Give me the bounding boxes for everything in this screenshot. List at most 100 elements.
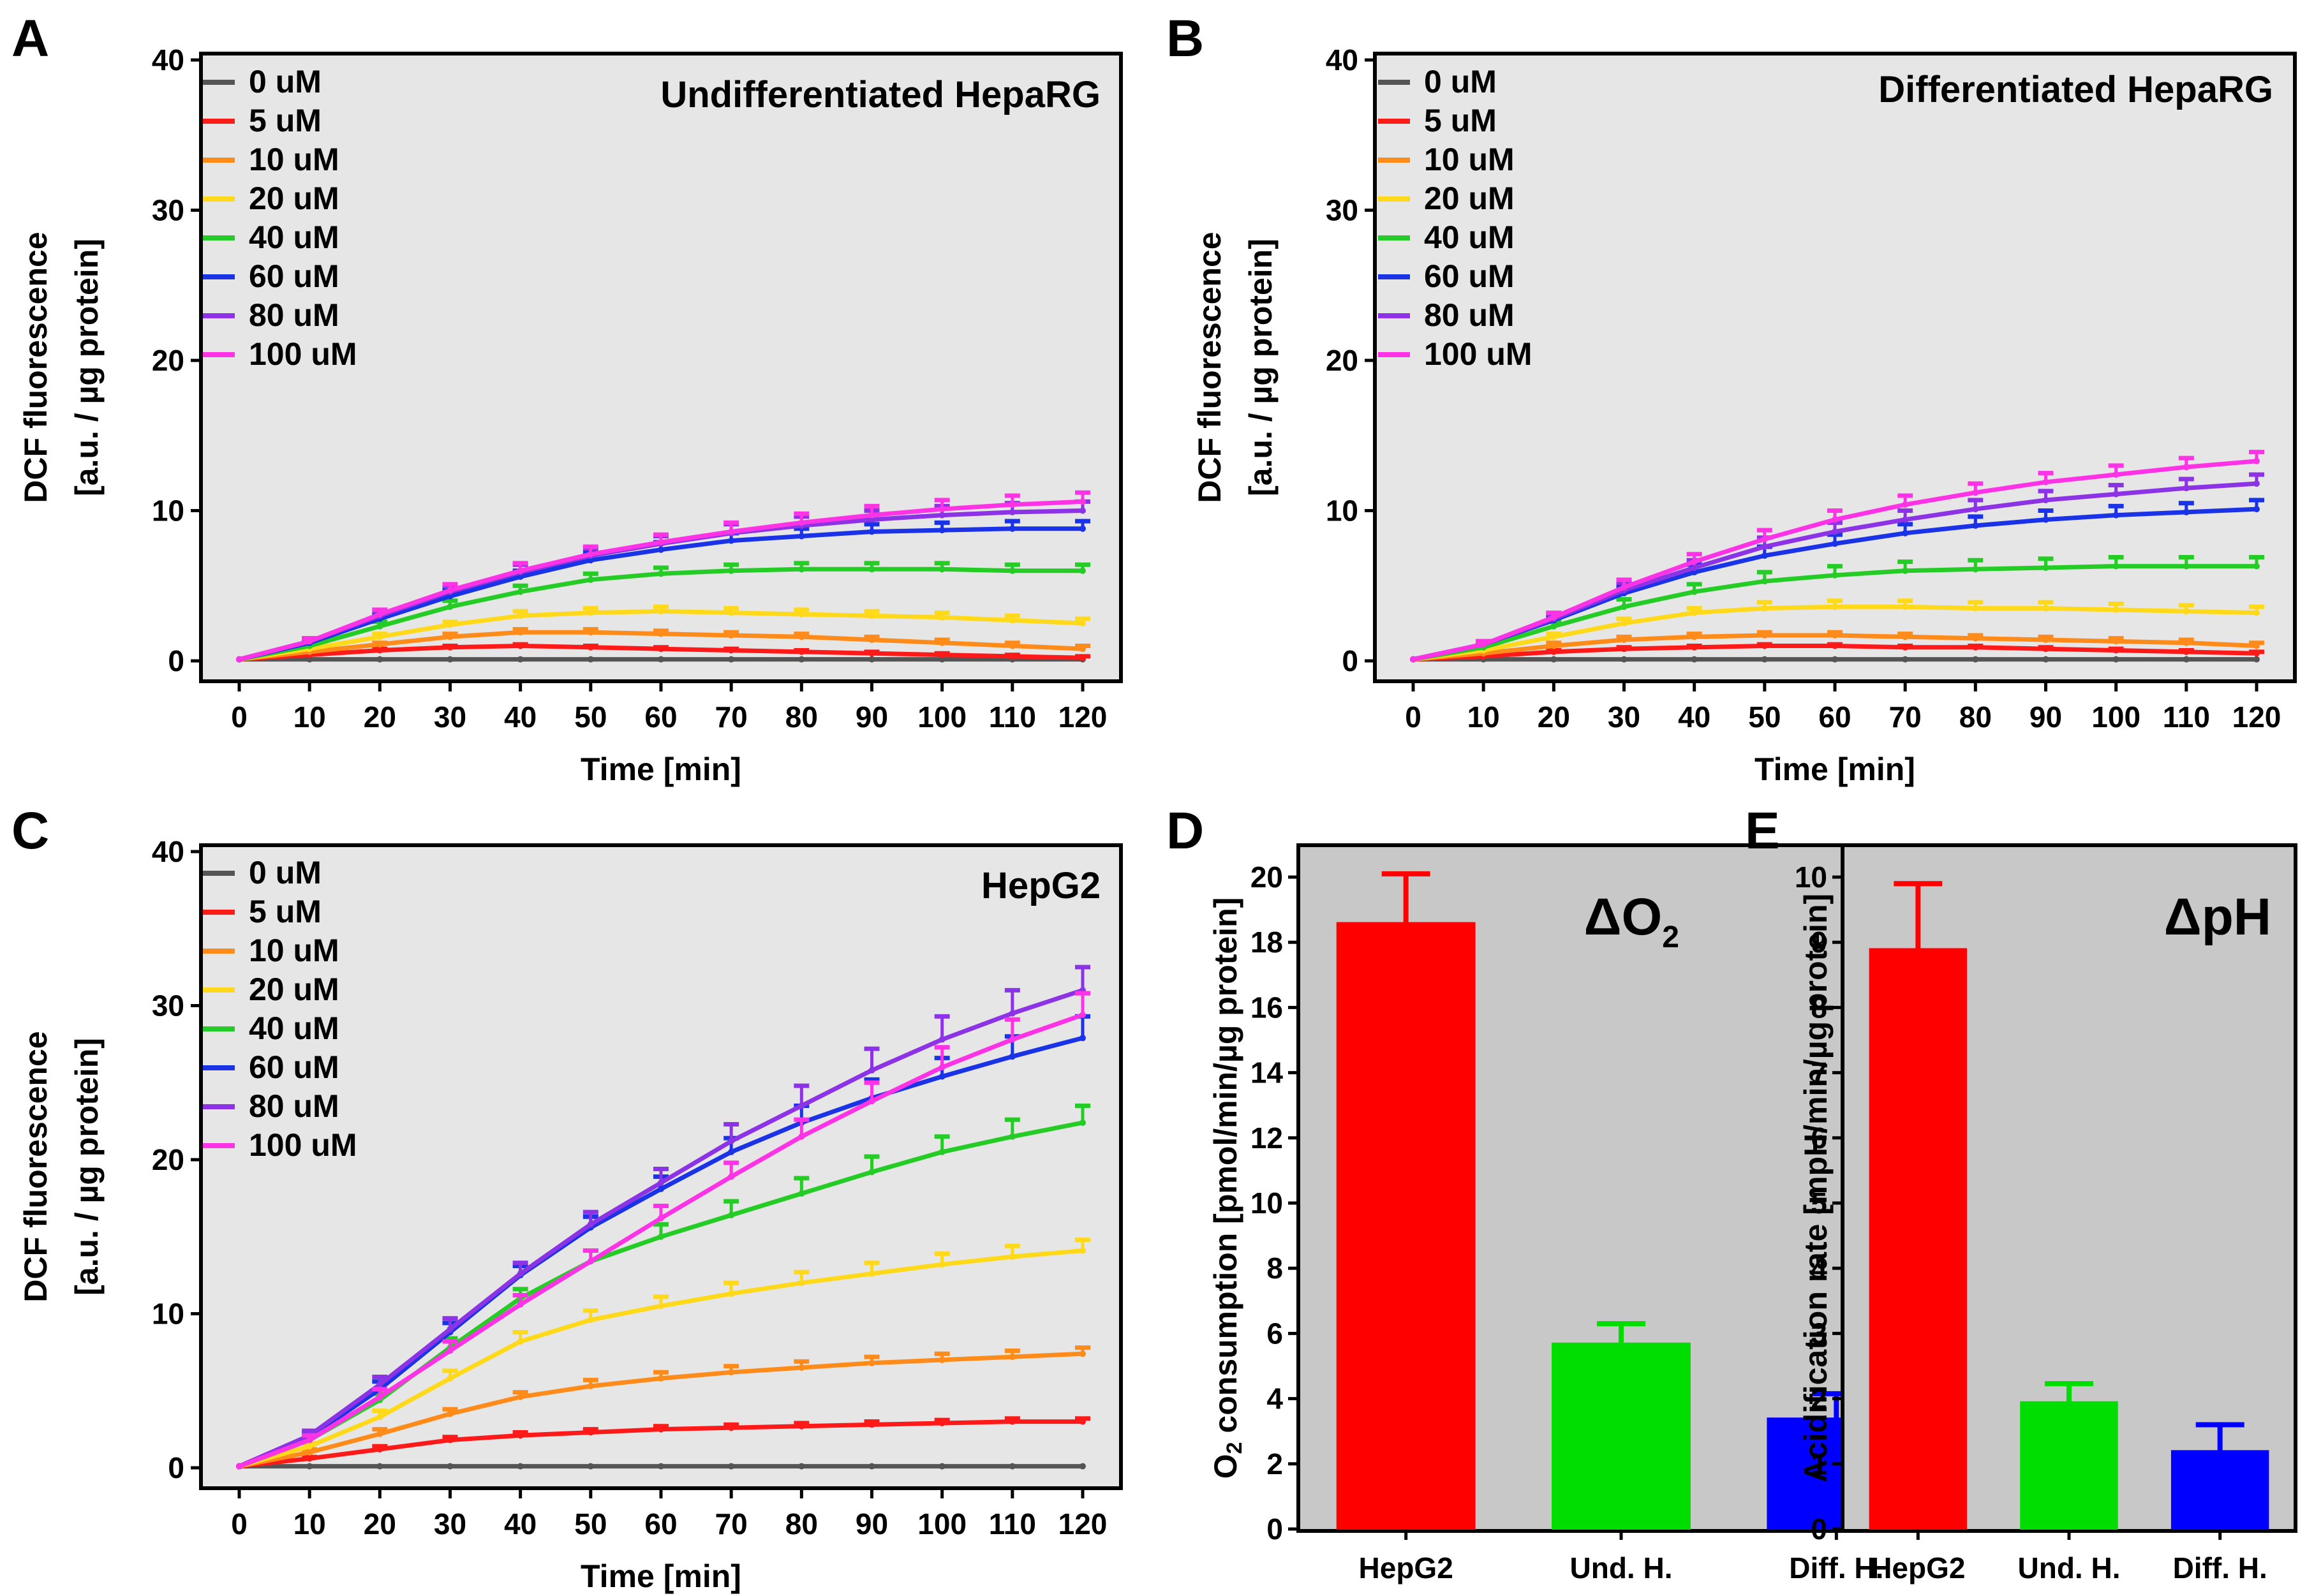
data-point [868, 528, 875, 535]
x-tick-label: 40 [504, 1507, 537, 1541]
data-point [2042, 605, 2049, 612]
data-point [1009, 1354, 1016, 1361]
data-point [1621, 646, 1628, 653]
data-point [868, 566, 875, 573]
data-point [376, 633, 383, 640]
x-axis-title: Time [min] [581, 1558, 741, 1594]
data-point [1972, 522, 1979, 529]
x-tick-label: 40 [504, 700, 537, 734]
data-point [1079, 1035, 1086, 1042]
data-point [2253, 563, 2260, 570]
data-point [938, 1036, 946, 1043]
data-point [2042, 646, 2049, 653]
data-point [2112, 656, 2119, 663]
data-point [447, 1326, 454, 1333]
data-point [1761, 605, 1768, 612]
y-axis-title-subscript: 2 [1222, 1442, 1247, 1454]
data-point [868, 512, 875, 519]
data-point [938, 1064, 946, 1071]
data-point [1079, 1463, 1086, 1470]
x-tick-label: 70 [715, 700, 748, 734]
legend-label: 5 uM [249, 894, 322, 929]
y-axis-title: O2 consumption [pmol/min/µg protein] [1208, 898, 1247, 1479]
data-point [376, 1393, 383, 1400]
series-5-um [236, 642, 1090, 663]
legend-label: 10 uM [249, 142, 339, 177]
y-tick-label: 20 [1250, 861, 1283, 894]
data-point [1410, 656, 1416, 663]
legend-label: 100 uM [249, 1127, 357, 1163]
data-point [236, 1463, 242, 1470]
bar [2170, 1450, 2269, 1530]
data-point [1079, 507, 1086, 514]
data-point [1972, 635, 1979, 642]
data-point [306, 638, 313, 645]
data-point [447, 1463, 454, 1470]
series-5-um [236, 1416, 1090, 1470]
data-point [798, 1422, 805, 1430]
data-point [2042, 656, 2049, 663]
plot-title: ΔO2 [1584, 888, 1679, 954]
data-point [517, 656, 524, 663]
legend-label: 0 uM [1424, 64, 1497, 100]
data-point [798, 519, 805, 526]
data-point [1691, 609, 1698, 616]
data-point [938, 566, 946, 573]
data-point [1009, 501, 1016, 508]
legend-label: 60 uM [249, 258, 339, 294]
data-point [1009, 1010, 1016, 1017]
x-tick-label: 60 [644, 700, 677, 734]
data-point [517, 1301, 524, 1308]
x-tick-label: 20 [364, 700, 396, 734]
y-axis-title-line2: [a.u. / µg protein] [69, 1038, 105, 1296]
data-point [658, 1179, 664, 1186]
data-point [1009, 1418, 1016, 1425]
data-point [517, 1432, 524, 1439]
series-20-um [236, 1238, 1090, 1470]
data-point [868, 1463, 875, 1470]
data-point [2183, 608, 2190, 615]
data-point [1550, 614, 1557, 621]
y-tick-label: 10 [1326, 494, 1358, 528]
data-point [1079, 1119, 1086, 1127]
y-axis-title-pre: O [1208, 1454, 1243, 1479]
data-point [2253, 642, 2260, 649]
data-point [2042, 516, 2049, 523]
data-point [376, 610, 383, 617]
data-point [1832, 528, 1838, 535]
data-point [1621, 656, 1628, 663]
x-axis-title: Time [min] [581, 751, 741, 787]
data-point [868, 1067, 875, 1074]
data-point [1902, 603, 1909, 610]
data-point [2253, 506, 2260, 513]
data-point [1009, 1053, 1016, 1060]
data-point [728, 537, 735, 544]
data-point [1009, 653, 1016, 660]
plot-title: HepG2 [981, 865, 1101, 906]
x-tick-label: 80 [785, 1507, 818, 1541]
data-point [2253, 457, 2260, 464]
data-point [376, 623, 383, 630]
data-point [798, 648, 805, 655]
series-100-um [1410, 450, 2264, 663]
data-point [376, 1414, 383, 1421]
data-point [728, 1211, 735, 1218]
data-point [1009, 525, 1016, 532]
data-point [517, 1463, 524, 1470]
data-point [517, 588, 524, 595]
data-point [798, 1133, 805, 1140]
data-point [1972, 566, 1979, 573]
data-point [587, 1221, 594, 1228]
data-point [868, 1270, 875, 1277]
data-point [1902, 567, 1909, 574]
data-point [798, 1463, 805, 1470]
legend-label: 5 uM [1424, 103, 1497, 138]
data-point [1902, 529, 1909, 536]
legend-label: 20 uM [249, 972, 339, 1007]
data-point [2112, 606, 2119, 613]
data-point [1621, 637, 1628, 644]
panel-b: B 0 10 20 30 40 0 10 20 30 40 50 60 70 80 90 100 110 120 Ti… [1166, 10, 2297, 787]
data-point [868, 612, 875, 619]
panel-letter: A [11, 10, 49, 68]
plot-title: Undifferentiated HepaRG [660, 74, 1101, 115]
